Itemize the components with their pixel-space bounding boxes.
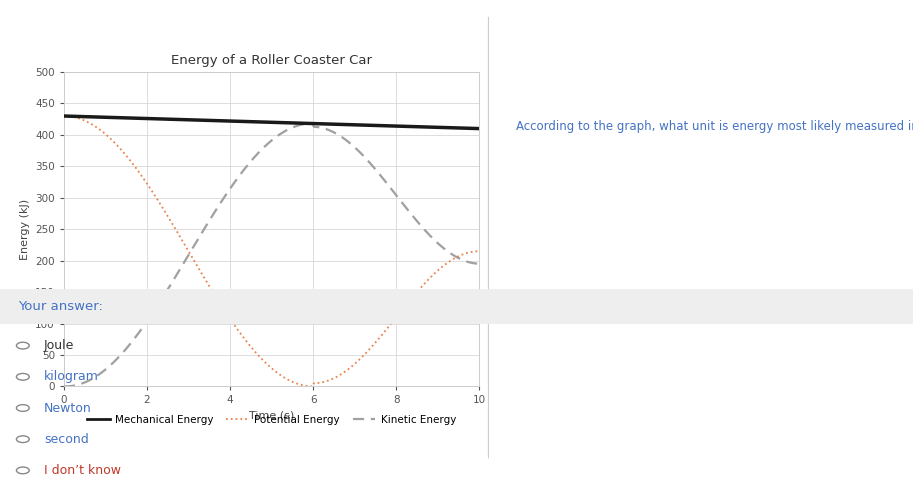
X-axis label: Time (s): Time (s) — [249, 411, 294, 421]
Text: Your answer:: Your answer: — [18, 300, 103, 313]
Text: second: second — [44, 432, 89, 446]
Text: I don’t know: I don’t know — [44, 464, 121, 477]
Y-axis label: Energy (kJ): Energy (kJ) — [19, 199, 29, 260]
Legend: Mechanical Energy, Potential Energy, Kinetic Energy: Mechanical Energy, Potential Energy, Kin… — [83, 411, 460, 429]
Text: Newton: Newton — [44, 401, 91, 415]
Text: kilogram: kilogram — [44, 370, 99, 384]
Text: Joule: Joule — [44, 339, 74, 352]
Text: According to the graph, what unit is energy most likely measured in?: According to the graph, what unit is ene… — [516, 120, 913, 133]
Title: Energy of a Roller Coaster Car: Energy of a Roller Coaster Car — [171, 54, 373, 67]
